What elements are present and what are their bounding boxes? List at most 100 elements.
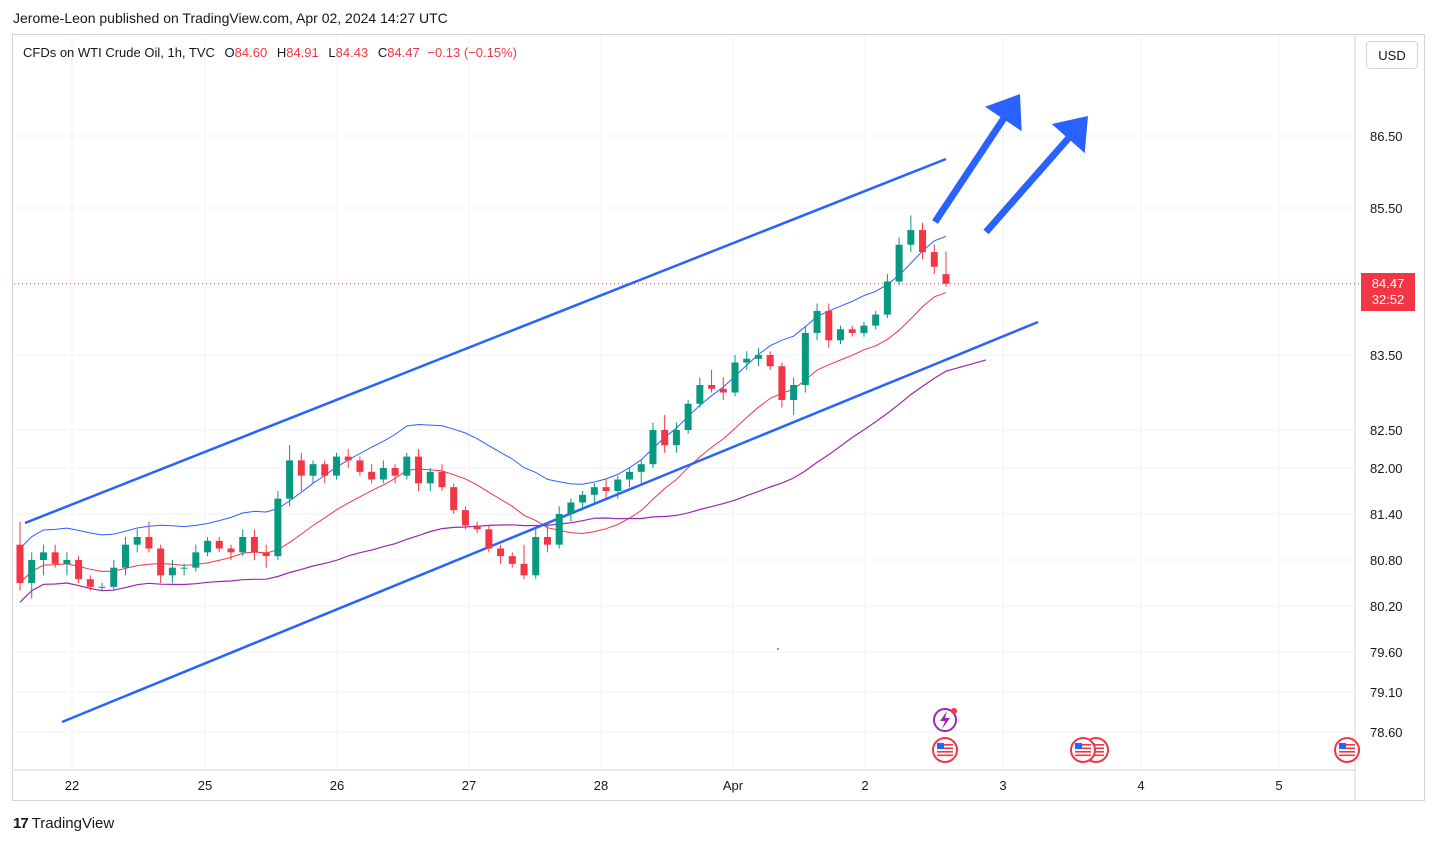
brand-name: TradingView (31, 815, 115, 832)
candle-body (930, 252, 938, 267)
candle-body (907, 230, 915, 245)
y-tick-label: 82.00 (1370, 461, 1403, 476)
candle-body (801, 332, 809, 385)
chart-frame[interactable] (12, 34, 1425, 801)
open-value: 84.60 (234, 45, 268, 60)
open-label: O (224, 45, 235, 60)
candle-body (637, 464, 645, 472)
y-tick-label: 83.50 (1370, 348, 1403, 363)
candle-body (696, 385, 704, 404)
channel-lower-line (61, 320, 1039, 724)
candle-body (485, 529, 493, 549)
high-label: H (276, 45, 287, 60)
candle-body (274, 498, 282, 557)
candle-body (626, 471, 634, 480)
candle-body (661, 430, 669, 446)
candle-body (649, 430, 657, 465)
us-flag-event-icon[interactable] (1334, 737, 1360, 763)
close-value: 84.47 (387, 45, 420, 60)
x-tick-label: 2 (861, 778, 868, 793)
candle-body (262, 552, 270, 557)
candle-body (51, 552, 59, 564)
x-tick-label: 25 (198, 778, 212, 793)
candle-body (368, 471, 376, 480)
symbol-legend: CFDs on WTI Crude Oil, 1h, TVC O84.60 H8… (23, 45, 517, 60)
candle-body (614, 479, 622, 491)
currency-button[interactable]: USD (1366, 41, 1418, 69)
candle-body (813, 310, 821, 333)
candle-body (426, 471, 434, 484)
candle-body (790, 385, 798, 400)
candle-body (555, 514, 563, 545)
candle-body (942, 274, 950, 284)
candle-body (684, 403, 692, 430)
candle-body (497, 548, 505, 557)
y-tick-label: 79.10 (1370, 685, 1403, 700)
forecast-arrow-1[interactable] (932, 94, 1022, 224)
candle-body (837, 329, 845, 341)
candle-body (860, 325, 868, 333)
us-flag-event-icon[interactable] (932, 737, 958, 763)
candle-body (98, 586, 106, 588)
candle-body (848, 329, 856, 333)
candle-body (508, 556, 516, 564)
earnings-lightning-icon[interactable] (933, 708, 957, 732)
candle-body (719, 388, 727, 393)
x-tick-label: 4 (1137, 778, 1144, 793)
forecast-arrow-2[interactable] (983, 116, 1088, 235)
marker-dot (777, 648, 779, 650)
candle-body (919, 230, 927, 253)
x-tick-label: 5 (1275, 778, 1282, 793)
candle-body (192, 552, 200, 568)
candle-body (227, 548, 235, 553)
change-value: −0.13 (−0.15%) (427, 45, 517, 60)
candle-body (204, 540, 212, 553)
candle-body (731, 362, 739, 393)
countdown-timer: 32:52 (1371, 292, 1405, 307)
x-tick-label: 27 (462, 778, 476, 793)
y-tick-label: 80.20 (1370, 599, 1403, 614)
candle-body (438, 471, 446, 488)
x-tick-label: 26 (330, 778, 344, 793)
candle-body (379, 468, 387, 480)
x-tick-label: 3 (999, 778, 1006, 793)
channel-upper-line (24, 157, 947, 525)
y-tick-label: 80.80 (1370, 553, 1403, 568)
candle-body (590, 487, 598, 495)
candle-body (286, 460, 294, 499)
last-price-value: 84.47 (1371, 276, 1405, 291)
candle-body (778, 366, 786, 400)
candle-body (473, 525, 481, 530)
candle-body (16, 544, 24, 583)
candle-body (579, 494, 587, 503)
candle-body (215, 540, 223, 549)
candle-body (754, 355, 762, 359)
candle-body (391, 468, 399, 476)
candle-body (121, 544, 129, 568)
candle-body (450, 487, 458, 511)
candle-body (543, 537, 551, 545)
candle-body (520, 563, 528, 576)
candle-body (145, 537, 153, 549)
tradingview-logo[interactable]: 17 TradingView (13, 815, 114, 832)
candle-body (344, 456, 352, 461)
candle-body (297, 460, 305, 476)
candle-body (39, 552, 47, 560)
high-value: 84.91 (286, 45, 319, 60)
candle-body (133, 537, 141, 545)
upper-band-line (19, 235, 947, 549)
candle-body (356, 460, 364, 472)
us-flag-event-icon[interactable] (1070, 737, 1096, 763)
symbol-name: CFDs on WTI Crude Oil, 1h, TVC (23, 45, 215, 60)
candle-body (743, 358, 751, 363)
candle-body (895, 244, 903, 282)
candle-body (415, 456, 423, 484)
x-tick-label: 22 (65, 778, 79, 793)
candle-body (332, 456, 340, 476)
x-tick-label: Apr (723, 778, 744, 793)
close-label: C (377, 45, 388, 60)
y-tick-label: 78.60 (1370, 725, 1403, 740)
candle-body (168, 567, 176, 576)
y-tick-label: 81.40 (1370, 507, 1403, 522)
